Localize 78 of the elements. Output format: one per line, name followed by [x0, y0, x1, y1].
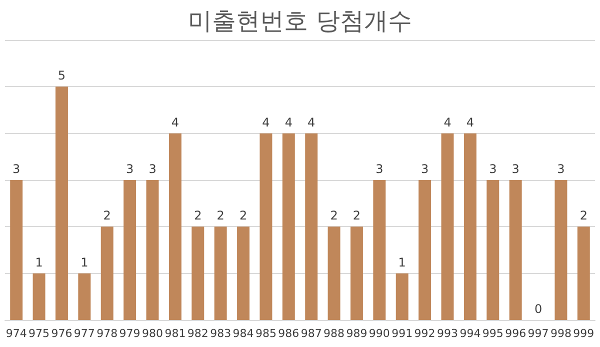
- x-tick-label: 984: [232, 327, 254, 340]
- bar: [168, 133, 182, 320]
- data-label: 3: [557, 162, 565, 176]
- data-label: 4: [262, 115, 270, 130]
- bar: [78, 273, 91, 320]
- bar: [486, 180, 500, 320]
- bar: [396, 273, 408, 320]
- data-label: 2: [239, 208, 248, 223]
- data-label: 4: [171, 115, 180, 130]
- data-label: 1: [80, 255, 88, 270]
- data-label: 3: [148, 162, 156, 176]
- bar: [124, 180, 136, 320]
- x-tick-label: 982: [187, 327, 208, 340]
- x-tick-label: 995: [482, 327, 504, 340]
- bar: [373, 180, 386, 320]
- x-tick-label: 976: [51, 327, 72, 340]
- x-tick-label: 981: [164, 327, 186, 340]
- data-label: 2: [330, 208, 338, 223]
- data-label: 1: [398, 255, 406, 270]
- data-label: 3: [420, 162, 429, 176]
- data-label: 4: [284, 115, 292, 130]
- bar: [305, 133, 318, 320]
- x-tick-label: 999: [573, 327, 594, 340]
- data-label: 3: [12, 162, 20, 176]
- data-label: 2: [216, 208, 224, 223]
- data-label: 4: [466, 115, 474, 130]
- bar: [509, 180, 522, 320]
- data-label: 3: [489, 162, 497, 176]
- bar: [214, 226, 227, 320]
- data-label: 2: [103, 208, 111, 223]
- bar: [282, 133, 295, 320]
- x-tick-label: 988: [324, 327, 345, 340]
- bar: [260, 133, 272, 320]
- x-tick-label: 990: [368, 327, 390, 340]
- x-tick-label: 991: [392, 327, 413, 340]
- data-label: 0: [534, 302, 542, 316]
- x-tick-label: 985: [255, 327, 276, 340]
- data-label: 4: [444, 115, 452, 130]
- x-tick-label: 979: [119, 327, 140, 340]
- x-tick-label: 977: [74, 327, 95, 340]
- data-label: 2: [194, 208, 202, 223]
- x-tick-label: 978: [96, 327, 118, 340]
- bar: [350, 226, 363, 320]
- bar: [192, 226, 204, 320]
- x-tick-label: 980: [142, 327, 163, 340]
- x-tick-label: 992: [414, 327, 436, 340]
- bar: [32, 273, 46, 320]
- x-tick-label: 974: [6, 327, 27, 340]
- x-tick-label: 987: [300, 327, 322, 340]
- bar: [441, 133, 454, 320]
- data-label: 4: [308, 115, 316, 130]
- bar: [100, 226, 114, 320]
- bar: [146, 180, 159, 320]
- data-label: 1: [35, 255, 43, 270]
- bar: [418, 180, 432, 320]
- bar: [328, 226, 340, 320]
- bar: [55, 86, 68, 320]
- bar: [577, 226, 590, 320]
- x-tick-label: 993: [437, 327, 458, 340]
- chart-title: 미출현번호 당첨개수: [188, 7, 412, 35]
- data-label: 5: [58, 68, 66, 83]
- x-tick-label: 998: [550, 327, 572, 340]
- bar: [554, 180, 568, 320]
- x-tick-label: 983: [210, 327, 232, 340]
- bar: [464, 133, 476, 320]
- x-tick-label: 994: [460, 327, 481, 340]
- bar: [237, 226, 250, 320]
- data-label: 3: [512, 162, 520, 176]
- data-label: 3: [126, 162, 134, 176]
- data-label: 2: [580, 208, 588, 223]
- data-label: 2: [352, 208, 361, 223]
- x-tick-label: 997: [528, 327, 549, 340]
- x-tick-label: 989: [346, 327, 368, 340]
- x-tick-label: 996: [505, 327, 526, 340]
- x-tick-label: 986: [278, 327, 300, 340]
- x-tick-label: 975: [28, 327, 50, 340]
- bar: [10, 180, 23, 320]
- data-label: 3: [376, 162, 384, 176]
